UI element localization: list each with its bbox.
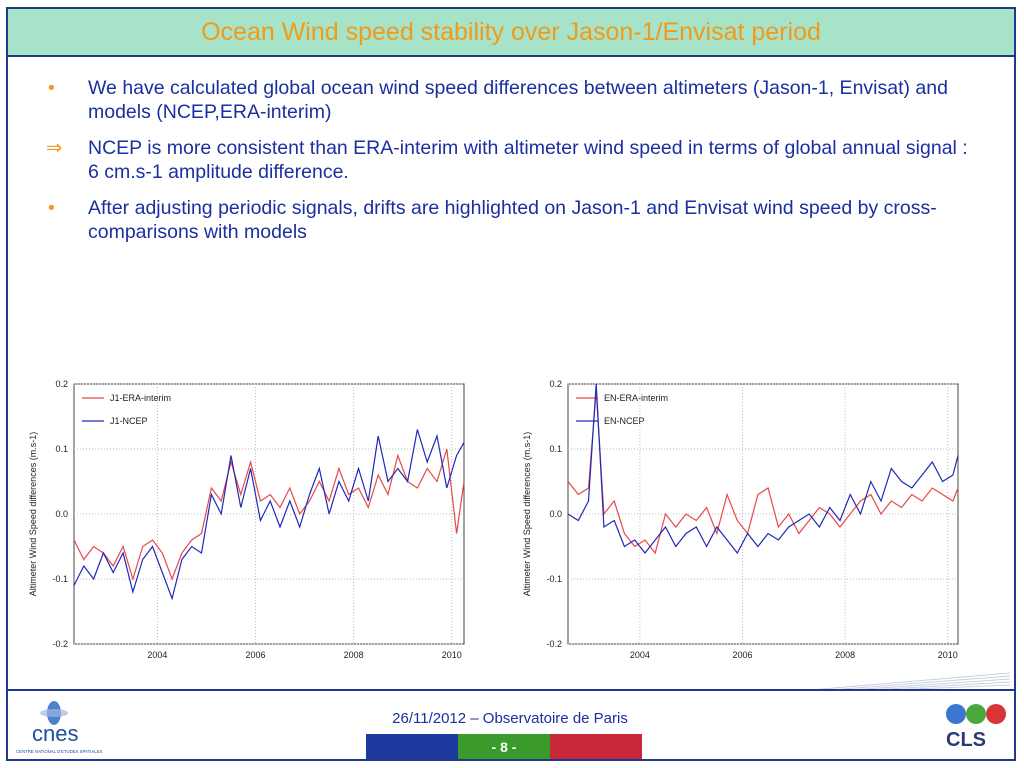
title-bar: Ocean Wind speed stability over Jason-1/… — [8, 9, 1014, 57]
y-axis-label: Altimeter Wind Speed differences (m.s-1) — [522, 432, 532, 596]
chart-jason1: -0.2 -0.1 0.0 0.1 0.2 2004 2006 2008 2010 Altimet… — [24, 372, 472, 672]
slide-title: Ocean Wind speed stability over Jason-1/… — [201, 17, 821, 46]
bullet-text: NCEP is more consistent than ERA-interim… — [88, 137, 968, 183]
series-line-J1-NCEP — [73, 429, 465, 601]
cls-logo-text: CLS — [946, 729, 986, 751]
legend-entry: EN-ERA-interim — [604, 393, 668, 403]
y-tick-label: -0.2 — [52, 639, 68, 649]
y-tick-label: 0.2 — [55, 379, 68, 389]
legend-entry: EN-NCEP — [604, 416, 645, 426]
x-tick-label: 2008 — [835, 650, 855, 660]
bullet-text: After adjusting periodic signals, drifts… — [88, 197, 937, 243]
bullet-marker: • — [48, 197, 55, 219]
bullet-marker: • — [48, 77, 55, 99]
page-number: - 8 - — [458, 734, 550, 759]
x-tick-label: 2010 — [442, 650, 462, 660]
y-tick-label: 0.0 — [549, 509, 562, 519]
cnes-logo: cnes CENTRE NATIONAL D'ETUDES SPATIALES — [14, 693, 114, 757]
x-tick-label: 2006 — [245, 650, 265, 660]
cnes-logo-text: cnes — [32, 721, 78, 746]
y-tick-label: 0.1 — [55, 444, 68, 454]
footer-bar-red — [550, 734, 642, 759]
y-axis-label: Altimeter Wind Speed differences (m.s-1) — [28, 432, 38, 596]
y-tick-label: -0.2 — [546, 639, 562, 649]
legend-entry: J1-ERA-interim — [110, 393, 171, 403]
bullet-item-3: • After adjusting periodic signals, drif… — [48, 196, 968, 244]
footer-divider — [8, 689, 1014, 691]
bullet-text: We have calculated global ocean wind spe… — [88, 77, 948, 123]
series-line-EN-ERA-interim — [567, 390, 959, 555]
series-line-EN-NCEP — [567, 383, 959, 555]
implies-arrow-icon: ⇒ — [46, 137, 63, 159]
x-tick-label: 2008 — [344, 650, 364, 660]
bullet-item-2: ⇒ NCEP is more consistent than ERA-inter… — [46, 136, 968, 184]
x-tick-label: 2006 — [732, 650, 752, 660]
y-tick-label: -0.1 — [546, 574, 562, 584]
cnes-logo-subtext: CENTRE NATIONAL D'ETUDES SPATIALES — [16, 749, 103, 754]
chart-jason1-svg: -0.2 -0.1 0.0 0.1 0.2 2004 2006 2008 2010 Altimet… — [28, 379, 465, 660]
footer-bar-blue — [366, 734, 458, 759]
chart-envisat: -0.2 -0.1 0.0 0.1 0.2 2004 2006 2008 2010 Altimet… — [518, 372, 966, 672]
series-line-J1-ERA-interim — [73, 448, 465, 582]
x-tick-label: 2004 — [147, 650, 167, 660]
x-tick-label: 2004 — [630, 650, 650, 660]
decorative-stripes — [810, 672, 1010, 690]
y-tick-label: -0.1 — [52, 574, 68, 584]
bullet-item-1: • We have calculated global ocean wind s… — [48, 76, 968, 124]
cls-logo: CLS — [938, 700, 1014, 758]
y-tick-label: 0.0 — [55, 509, 68, 519]
x-tick-label: 2010 — [938, 650, 958, 660]
bullet-list: • We have calculated global ocean wind s… — [46, 76, 968, 256]
legend-entry: J1-NCEP — [110, 416, 148, 426]
y-tick-label: 0.1 — [549, 444, 562, 454]
footer-text: 26/11/2012 – Observatoire de Paris — [392, 710, 628, 727]
chart-envisat-svg: -0.2 -0.1 0.0 0.1 0.2 2004 2006 2008 2010 Altimet… — [522, 379, 959, 660]
slide-frame — [6, 7, 1016, 761]
y-tick-label: 0.2 — [549, 379, 562, 389]
